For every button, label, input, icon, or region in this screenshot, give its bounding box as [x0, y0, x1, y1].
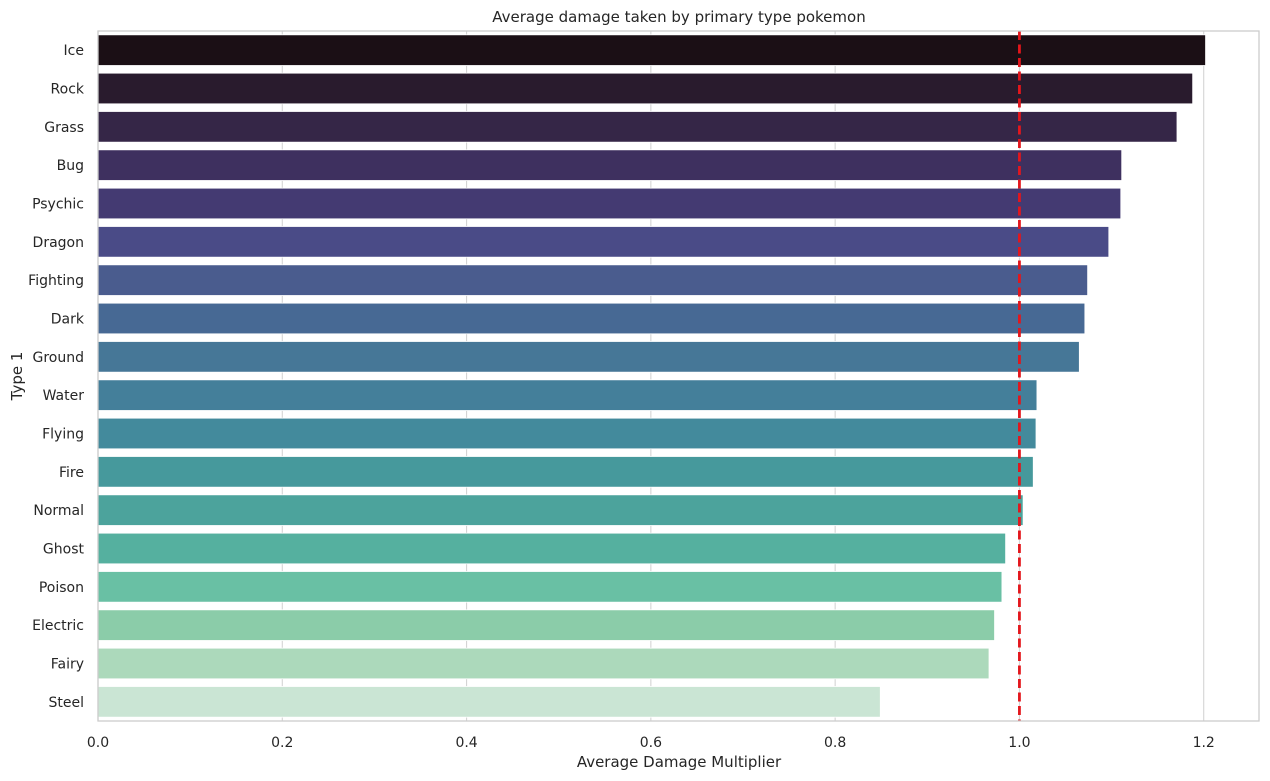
- bar-steel: [97, 686, 881, 718]
- y-tick-label: Fighting: [28, 273, 84, 289]
- x-tick-label: 0.0: [87, 735, 109, 751]
- bar-fire: [97, 456, 1034, 488]
- bar-ghost: [97, 532, 1007, 565]
- y-tick-label: Rock: [51, 82, 85, 98]
- bar-dark: [97, 302, 1086, 335]
- x-tick-label: 0.8: [824, 735, 846, 751]
- x-tick-label: 0.6: [640, 735, 662, 751]
- y-tick-label: Psychic: [32, 197, 84, 213]
- y-tick-label: Electric: [32, 618, 84, 634]
- y-tick-label: Ice: [64, 43, 84, 59]
- bar-bug: [97, 149, 1123, 181]
- bar-fighting: [97, 264, 1089, 296]
- y-axis-title: Type 1: [8, 352, 26, 402]
- x-tick-label: 1.2: [1193, 735, 1215, 751]
- bar-rock: [97, 72, 1194, 105]
- y-tick-label: Ghost: [43, 542, 85, 558]
- bar-psychic: [97, 187, 1122, 220]
- bar-water: [97, 379, 1038, 411]
- bar-grass: [97, 111, 1178, 143]
- x-axis-title: Average Damage Multiplier: [577, 753, 782, 771]
- bar-electric: [97, 609, 995, 641]
- y-tick-label: Poison: [39, 580, 84, 596]
- bar-dragon: [97, 226, 1110, 258]
- y-tick-label: Steel: [49, 695, 85, 711]
- bar-normal: [97, 494, 1024, 526]
- bar-ice: [97, 34, 1206, 66]
- y-tick-label: Normal: [33, 503, 84, 519]
- chart-title: Average damage taken by primary type pok…: [492, 8, 865, 26]
- y-tick-labels: Ice Rock Grass Bug Psychic Dragon Fighting Dark…: [28, 43, 85, 711]
- y-tick-label: Ground: [33, 350, 85, 366]
- bar-fairy: [97, 647, 990, 680]
- y-tick-label: Dark: [51, 312, 85, 328]
- y-tick-label: Bug: [57, 158, 84, 174]
- plot-frame: [97, 30, 1260, 722]
- bars-layer: [97, 34, 1206, 718]
- y-tick-label: Dragon: [33, 235, 84, 251]
- y-tick-label: Fire: [59, 465, 84, 481]
- y-tick-label: Fairy: [51, 657, 84, 673]
- y-tick-label: Water: [43, 388, 85, 404]
- x-tick-label: 0.2: [271, 735, 293, 751]
- x-tick-label: 0.4: [455, 735, 477, 751]
- y-tick-label: Grass: [44, 120, 84, 136]
- bar-ground: [97, 341, 1080, 373]
- x-tick-label: 1.0: [1008, 735, 1030, 751]
- x-tick-labels: 0.0 0.2 0.4 0.6 0.8 1.0 1.2: [87, 735, 1215, 751]
- y-tick-label: Flying: [42, 427, 84, 443]
- bar-flying: [97, 417, 1037, 450]
- bar-poison: [97, 571, 1003, 603]
